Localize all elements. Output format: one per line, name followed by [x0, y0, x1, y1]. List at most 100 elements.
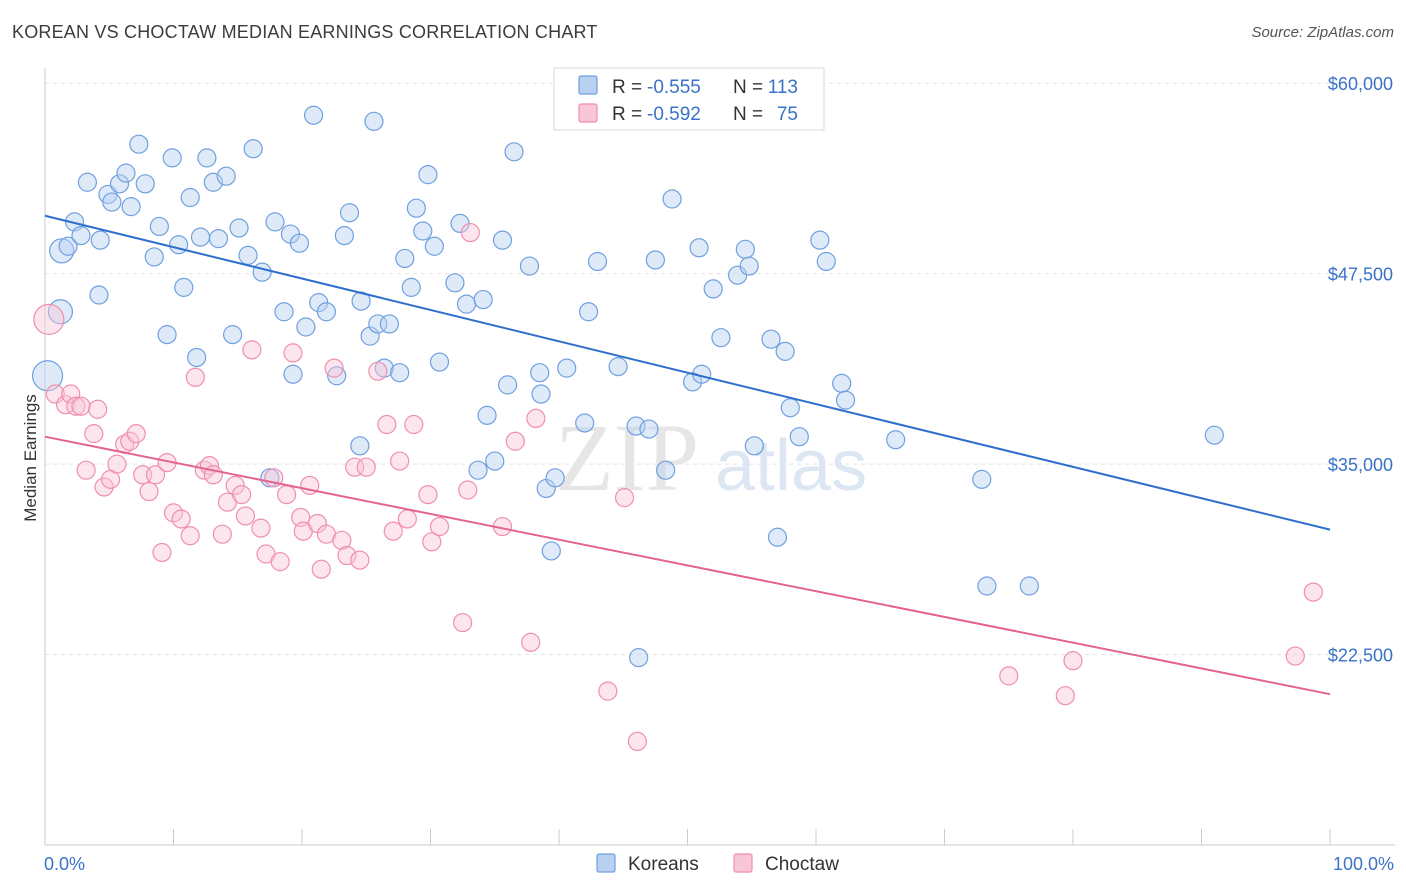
choctaw-point [422, 532, 442, 552]
trend-lines [44, 214, 1331, 696]
choctaw-point [185, 367, 205, 387]
choctaw-point [126, 424, 146, 444]
korean-point [977, 576, 997, 596]
choctaw-point [88, 399, 108, 419]
axes [44, 68, 1395, 846]
korean-point [316, 302, 337, 322]
korean-point [58, 236, 78, 256]
choctaw-point [66, 396, 86, 416]
stats-swatch-koreans [578, 75, 598, 95]
korean-point [492, 230, 513, 250]
y-tick-label: $47,500 [1328, 265, 1393, 285]
korean-point [473, 289, 493, 310]
choctaw-point [232, 484, 252, 505]
korean-point [77, 172, 98, 192]
korean-point [761, 329, 781, 349]
korean-point [116, 163, 136, 183]
choctaw-point [345, 457, 365, 477]
stats-r-label-koreans: R = [612, 77, 642, 98]
choctaw-point [521, 632, 541, 652]
choctaw-point [120, 431, 140, 451]
korean-point [162, 148, 182, 168]
choctaw-point [283, 343, 303, 363]
choctaw-point [1303, 582, 1323, 602]
korean-trend-line [44, 214, 1331, 531]
korean-point [972, 469, 992, 489]
legend-label-koreans: Koreans [628, 854, 699, 875]
choctaw-point [171, 509, 191, 529]
choctaw-point [377, 414, 397, 435]
korean-point [283, 364, 303, 384]
korean-point [229, 218, 249, 238]
korean-point [390, 363, 410, 383]
korean-point [238, 245, 258, 265]
choctaw-point [55, 395, 76, 415]
korean-point [379, 314, 399, 334]
korean-points [31, 105, 1224, 668]
choctaw-point [242, 340, 262, 360]
choctaw-point [350, 550, 370, 570]
choctaw-point [84, 424, 104, 444]
choctaw-point [383, 521, 403, 541]
choctaw-point [61, 384, 81, 404]
korean-point [541, 541, 561, 561]
choctaw-point [94, 477, 114, 497]
korean-point [208, 229, 229, 249]
choctaw-point [145, 465, 166, 485]
korean-point [557, 358, 577, 378]
choctaw-point [276, 484, 297, 505]
korean-point [656, 460, 676, 480]
korean-point [703, 279, 723, 299]
korean-point [327, 366, 347, 386]
korean-point [639, 419, 659, 439]
korean-point [102, 192, 122, 212]
y-axis-label: Median Earnings [21, 394, 40, 522]
korean-point [71, 225, 91, 246]
korean-point [1019, 576, 1039, 596]
choctaw-point [324, 358, 344, 378]
korean-point [456, 294, 477, 314]
choctaw-point [368, 361, 388, 381]
korean-point [744, 436, 764, 456]
choctaw-point [453, 612, 473, 633]
korean-point [169, 235, 189, 255]
choctaw-point [356, 457, 376, 477]
y-tick-label: $22,500 [1328, 646, 1393, 666]
choctaw-point [390, 451, 410, 471]
korean-point [468, 460, 488, 480]
legend-swatch-choctaw [733, 853, 753, 873]
choctaw-point [1285, 646, 1305, 666]
choctaw-point [76, 460, 96, 480]
korean-point [689, 238, 709, 258]
stats-legend: R = -0.555 N = 113 R = -0.592 N = 75 [553, 67, 825, 131]
choctaw-point [397, 509, 417, 529]
korean-point [216, 166, 236, 186]
korean-point [775, 341, 795, 361]
korean-point [767, 527, 788, 547]
korean-point [498, 375, 518, 395]
korean-point [109, 174, 130, 194]
choctaw-point [163, 503, 184, 523]
korean-point [157, 325, 177, 345]
chart-source: Source: ZipAtlas.com [1251, 24, 1394, 41]
korean-point [835, 390, 856, 410]
korean-point [735, 239, 755, 259]
korean-point [90, 230, 110, 250]
choctaw-point [505, 431, 525, 451]
korean-point [575, 413, 595, 433]
choctaw-point [180, 526, 200, 546]
korean-point [545, 468, 565, 488]
stats-r-label-choctaw: R = [612, 104, 642, 125]
choctaw-point [429, 516, 450, 537]
korean-point [504, 142, 524, 162]
stats-r-value-koreans: -0.555 [647, 77, 701, 98]
choctaw-point [152, 542, 172, 563]
stats-r-value-choctaw: -0.592 [647, 104, 701, 125]
choctaw-point [614, 488, 635, 508]
choctaw-point [139, 481, 159, 502]
choctaw-point [526, 408, 546, 429]
gridlines [45, 82, 1395, 656]
korean-point [485, 451, 505, 471]
choctaw-point [212, 524, 232, 544]
